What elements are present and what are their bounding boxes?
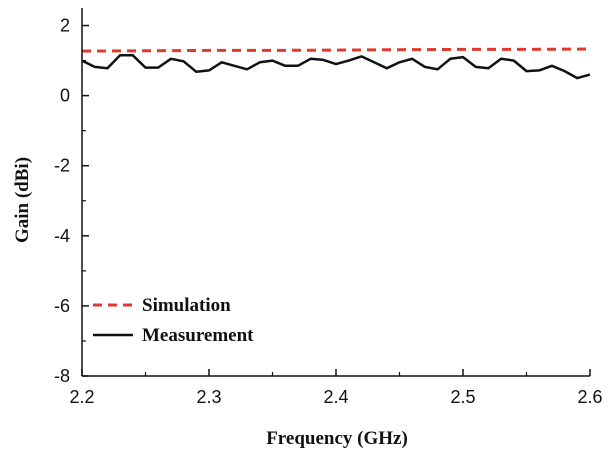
x-tick-label: 2.4: [323, 387, 348, 407]
x-tick-label: 2.2: [69, 387, 94, 407]
legend-label-measurement: Measurement: [142, 325, 254, 346]
tick-labels: 2.2 2.3 2.4 2.5 2.6 -8 -6 -4 -2 0 2: [54, 16, 603, 407]
y-tick-label: 0: [60, 86, 70, 106]
series-layer: [81, 47, 591, 80]
legend: Simulation Measurement: [93, 295, 254, 346]
y-tick-label: -4: [54, 226, 70, 246]
y-axis-title: Gain (dBi): [12, 157, 33, 243]
x-tick-label: 2.6: [577, 387, 602, 407]
x-tick-label: 2.5: [450, 387, 475, 407]
y-tick-label: -8: [54, 366, 70, 386]
x-tick-label: 2.3: [196, 387, 221, 407]
y-tick-label: -6: [54, 296, 70, 316]
series-line-simulation: [81, 47, 591, 53]
x-axis-title: Frequency (GHz): [266, 428, 408, 449]
legend-label-simulation: Simulation: [142, 295, 231, 316]
axis-ticks: [81, 24, 591, 377]
y-tick-label: -2: [54, 156, 70, 176]
y-tick-label: 2: [60, 16, 70, 36]
series-line-measurement: [81, 54, 591, 80]
plot-area: [81, 8, 591, 377]
